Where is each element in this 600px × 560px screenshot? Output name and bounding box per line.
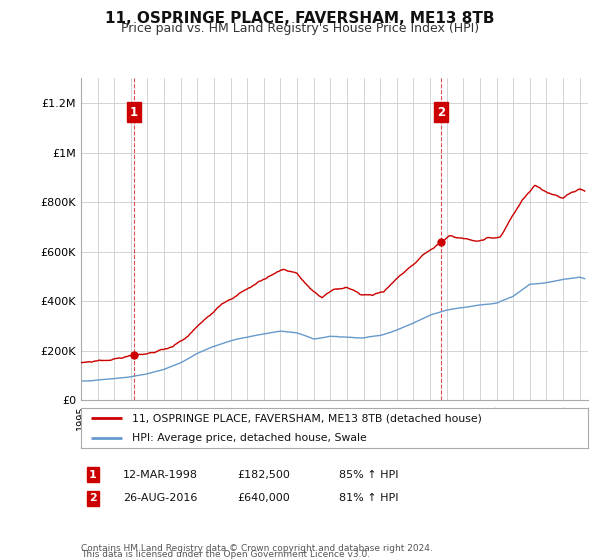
Text: 11, OSPRINGE PLACE, FAVERSHAM, ME13 8TB (detached house): 11, OSPRINGE PLACE, FAVERSHAM, ME13 8TB …	[132, 413, 482, 423]
Text: 1: 1	[89, 470, 97, 480]
Text: 85% ↑ HPI: 85% ↑ HPI	[339, 470, 398, 480]
Text: 1: 1	[130, 106, 138, 119]
Text: 2: 2	[437, 106, 445, 119]
Text: £182,500: £182,500	[237, 470, 290, 480]
Text: £640,000: £640,000	[237, 493, 290, 503]
Text: 12-MAR-1998: 12-MAR-1998	[123, 470, 198, 480]
Text: HPI: Average price, detached house, Swale: HPI: Average price, detached house, Swal…	[132, 432, 367, 442]
Text: This data is licensed under the Open Government Licence v3.0.: This data is licensed under the Open Gov…	[81, 550, 370, 559]
Text: Price paid vs. HM Land Registry's House Price Index (HPI): Price paid vs. HM Land Registry's House …	[121, 22, 479, 35]
Text: 81% ↑ HPI: 81% ↑ HPI	[339, 493, 398, 503]
Text: 26-AUG-2016: 26-AUG-2016	[123, 493, 197, 503]
Text: 2: 2	[89, 493, 97, 503]
Text: 11, OSPRINGE PLACE, FAVERSHAM, ME13 8TB: 11, OSPRINGE PLACE, FAVERSHAM, ME13 8TB	[105, 11, 495, 26]
Text: Contains HM Land Registry data © Crown copyright and database right 2024.: Contains HM Land Registry data © Crown c…	[81, 544, 433, 553]
